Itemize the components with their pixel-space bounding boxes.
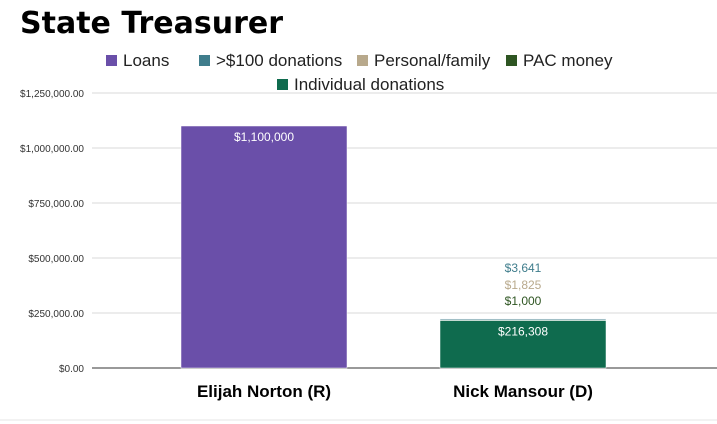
y-tick-label: $0.00 — [59, 364, 84, 375]
legend-swatch — [277, 79, 288, 90]
bar — [439, 318, 607, 321]
legend-label: >$100 donations — [216, 51, 342, 70]
legend-label: Individual donations — [294, 75, 444, 94]
legend-swatch — [106, 55, 117, 66]
y-tick-label: $1,000,000.00 — [20, 144, 84, 155]
chart-title: State Treasurer — [20, 6, 284, 41]
data-label: $216,308 — [498, 324, 548, 338]
data-label: $3,641 — [505, 261, 542, 275]
legend-label: Loans — [123, 51, 169, 70]
y-tick-label: $500,000.00 — [28, 254, 84, 265]
data-label: $1,100,000 — [234, 130, 294, 144]
bar — [180, 125, 348, 369]
legend-swatch — [506, 55, 517, 66]
y-tick-label: $250,000.00 — [28, 309, 84, 320]
legend-label: Personal/family — [374, 51, 491, 70]
category-label: Nick Mansour (D) — [453, 382, 593, 401]
y-tick-label: $1,250,000.00 — [20, 89, 84, 100]
legend-swatch — [357, 55, 368, 66]
y-tick-label: $750,000.00 — [28, 199, 84, 210]
legend-label: PAC money — [523, 51, 613, 70]
data-label: $1,825 — [505, 278, 542, 292]
category-label: Elijah Norton (R) — [197, 382, 331, 401]
legend-swatch — [199, 55, 210, 66]
data-label: $1,000 — [505, 294, 542, 308]
